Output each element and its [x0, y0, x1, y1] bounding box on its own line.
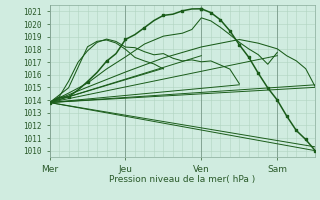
X-axis label: Pression niveau de la mer( hPa ): Pression niveau de la mer( hPa )	[109, 175, 256, 184]
